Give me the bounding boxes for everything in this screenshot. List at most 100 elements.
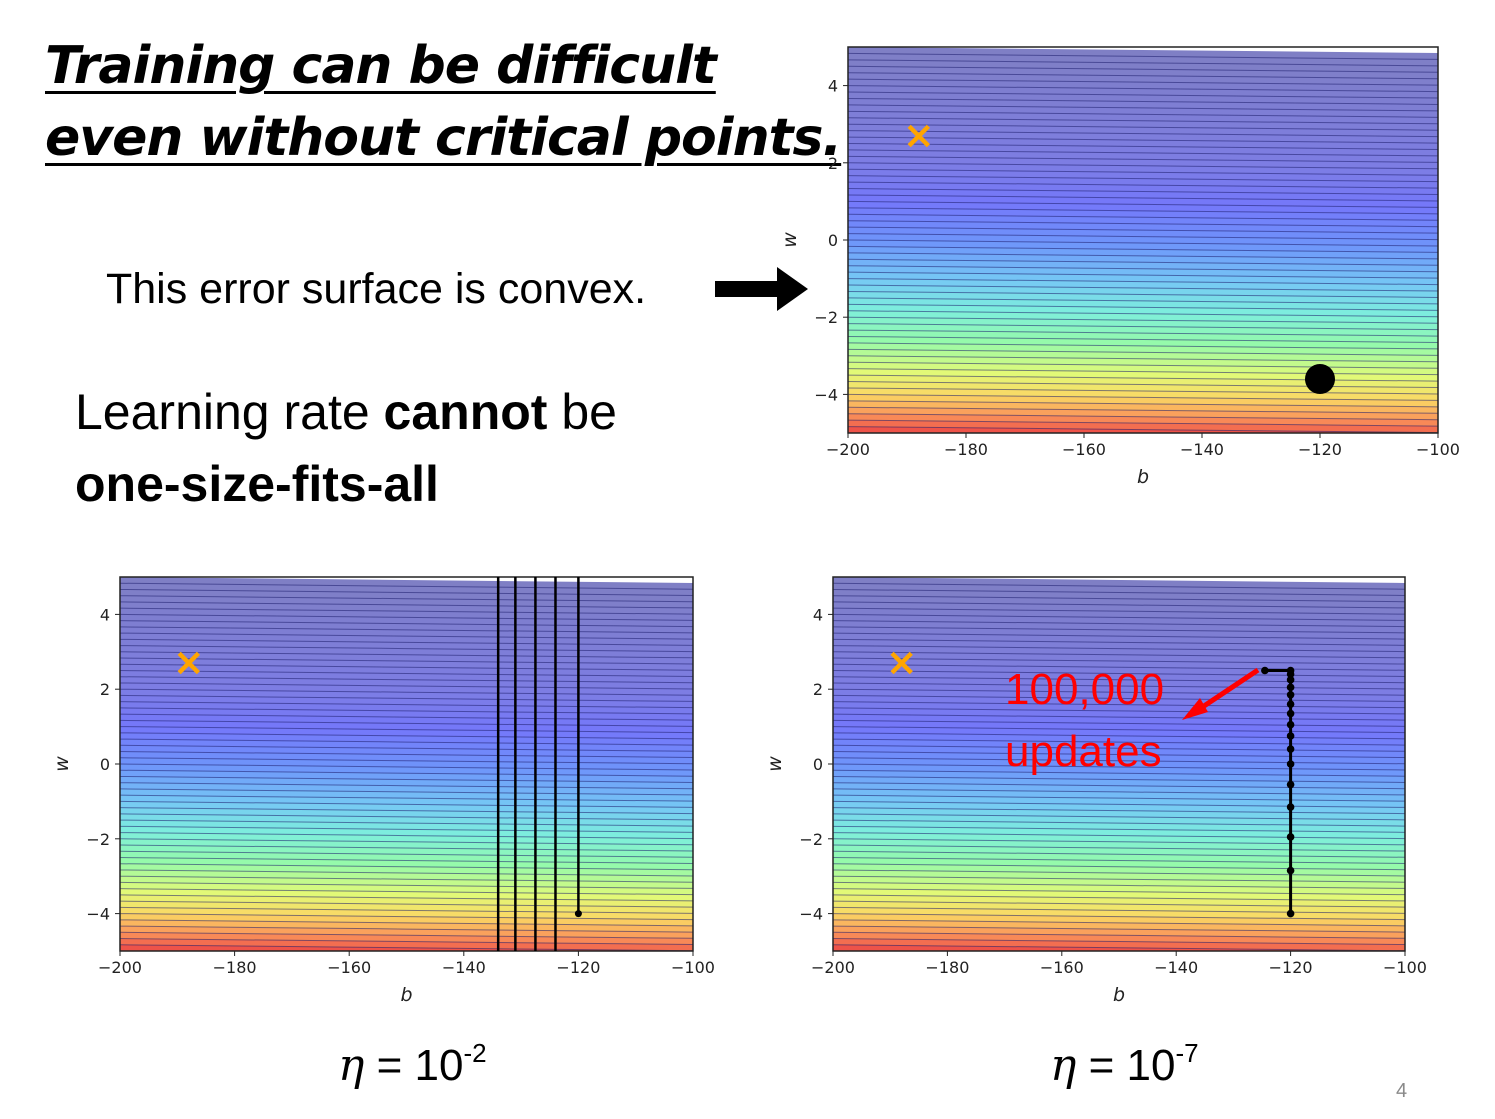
contour-band [833,720,1405,734]
slide-title-line-1: Training can be difficult [45,36,717,96]
contour-line [832,595,1406,603]
contour-line [832,807,1406,815]
contour-line [832,713,1406,721]
contour-line [847,233,1439,241]
y-tick-label: 0 [828,231,838,250]
contour-line [847,303,1439,311]
contour-band [848,330,1438,344]
contour-line [847,188,1439,196]
eta-label-large: η = 10-2 [338,1038,487,1091]
convex-note: This error surface is convex. [106,265,647,313]
contour-line [847,78,1439,86]
contour-band [833,795,1405,809]
contour-band [120,926,693,940]
contour-line [119,694,694,702]
gd-step-point [1286,745,1295,753]
contour-line [847,278,1439,286]
contour-line [832,944,1406,952]
contour-line [847,271,1439,279]
contour-line [847,355,1439,363]
gd-step-point [1286,683,1295,692]
learning-rate-line-2: one-size-fits-all [75,456,439,512]
contour-band [120,620,693,634]
contour-band [848,117,1438,132]
contour-band [848,272,1438,286]
contour-band [848,304,1438,318]
eta-exponent: -7 [1175,1038,1199,1069]
contour-band [848,265,1438,280]
contour-band [120,664,693,678]
contour-band [120,876,693,890]
contour-line [832,925,1406,933]
contour-band [120,913,693,927]
page-number: 4 [1396,1080,1408,1102]
contour-band [120,720,693,734]
x-tick-label: −100 [1383,958,1427,977]
contour-band [120,764,693,778]
contour-line [847,323,1439,331]
contour-line [832,676,1406,684]
contour-line [119,657,694,665]
contour-band [833,633,1405,647]
y-axis-label: w [780,232,801,248]
contour-line [119,832,694,840]
contour-band [848,278,1438,293]
gd-step-point [1286,709,1295,718]
contour-line [832,613,1406,621]
contour-band [848,130,1438,145]
contour-line [832,825,1406,833]
contour-band [120,757,693,771]
eta-equals: = 10 [1076,1041,1176,1090]
contour-band [120,583,693,597]
contour-line [119,881,694,889]
contour-line [847,413,1439,421]
contour-band [833,707,1405,722]
contour-band [120,745,693,759]
contour-band [833,882,1405,896]
contour-band [848,407,1438,421]
contour-line [847,329,1439,337]
contour-line [847,245,1439,253]
contour-band [833,714,1405,728]
contour-line [847,97,1439,105]
contour-line [832,732,1406,740]
contour-line [832,894,1406,902]
y-axis-label: w [764,756,786,772]
gd-step-point [1286,833,1295,841]
contour-band [833,876,1405,890]
contour-band [833,757,1405,771]
contour-line [832,607,1406,615]
contour-band [848,149,1438,164]
contour-band [833,801,1405,815]
contour-line [119,582,694,590]
contour-line [119,825,694,833]
contour-line [847,342,1439,350]
contour-line [119,738,694,746]
contour-band [833,614,1405,628]
contour-line [119,869,694,877]
plot-mask [760,951,1450,971]
contour-line [832,919,1406,927]
contour-line [832,726,1406,734]
contour-line [847,381,1439,389]
contour-line [119,769,694,777]
contour-line [847,181,1439,189]
contour-line [847,400,1439,408]
contour-band [833,689,1405,703]
contour-line [832,900,1406,908]
contour-band [120,739,693,753]
contour-band [848,349,1438,363]
contour-band [833,658,1405,672]
contour-band [120,701,693,715]
x-tick-label: −140 [1154,958,1198,977]
contour-band [833,932,1405,946]
contour-band [833,726,1405,740]
contour-line [847,374,1439,382]
contour-band [848,175,1438,190]
contour-band [120,907,693,921]
eta-symbol: η [1050,1040,1077,1091]
contour-line [119,931,694,939]
contour-line [119,744,694,752]
gd-step-point [1286,720,1295,729]
contour-band [833,608,1405,622]
